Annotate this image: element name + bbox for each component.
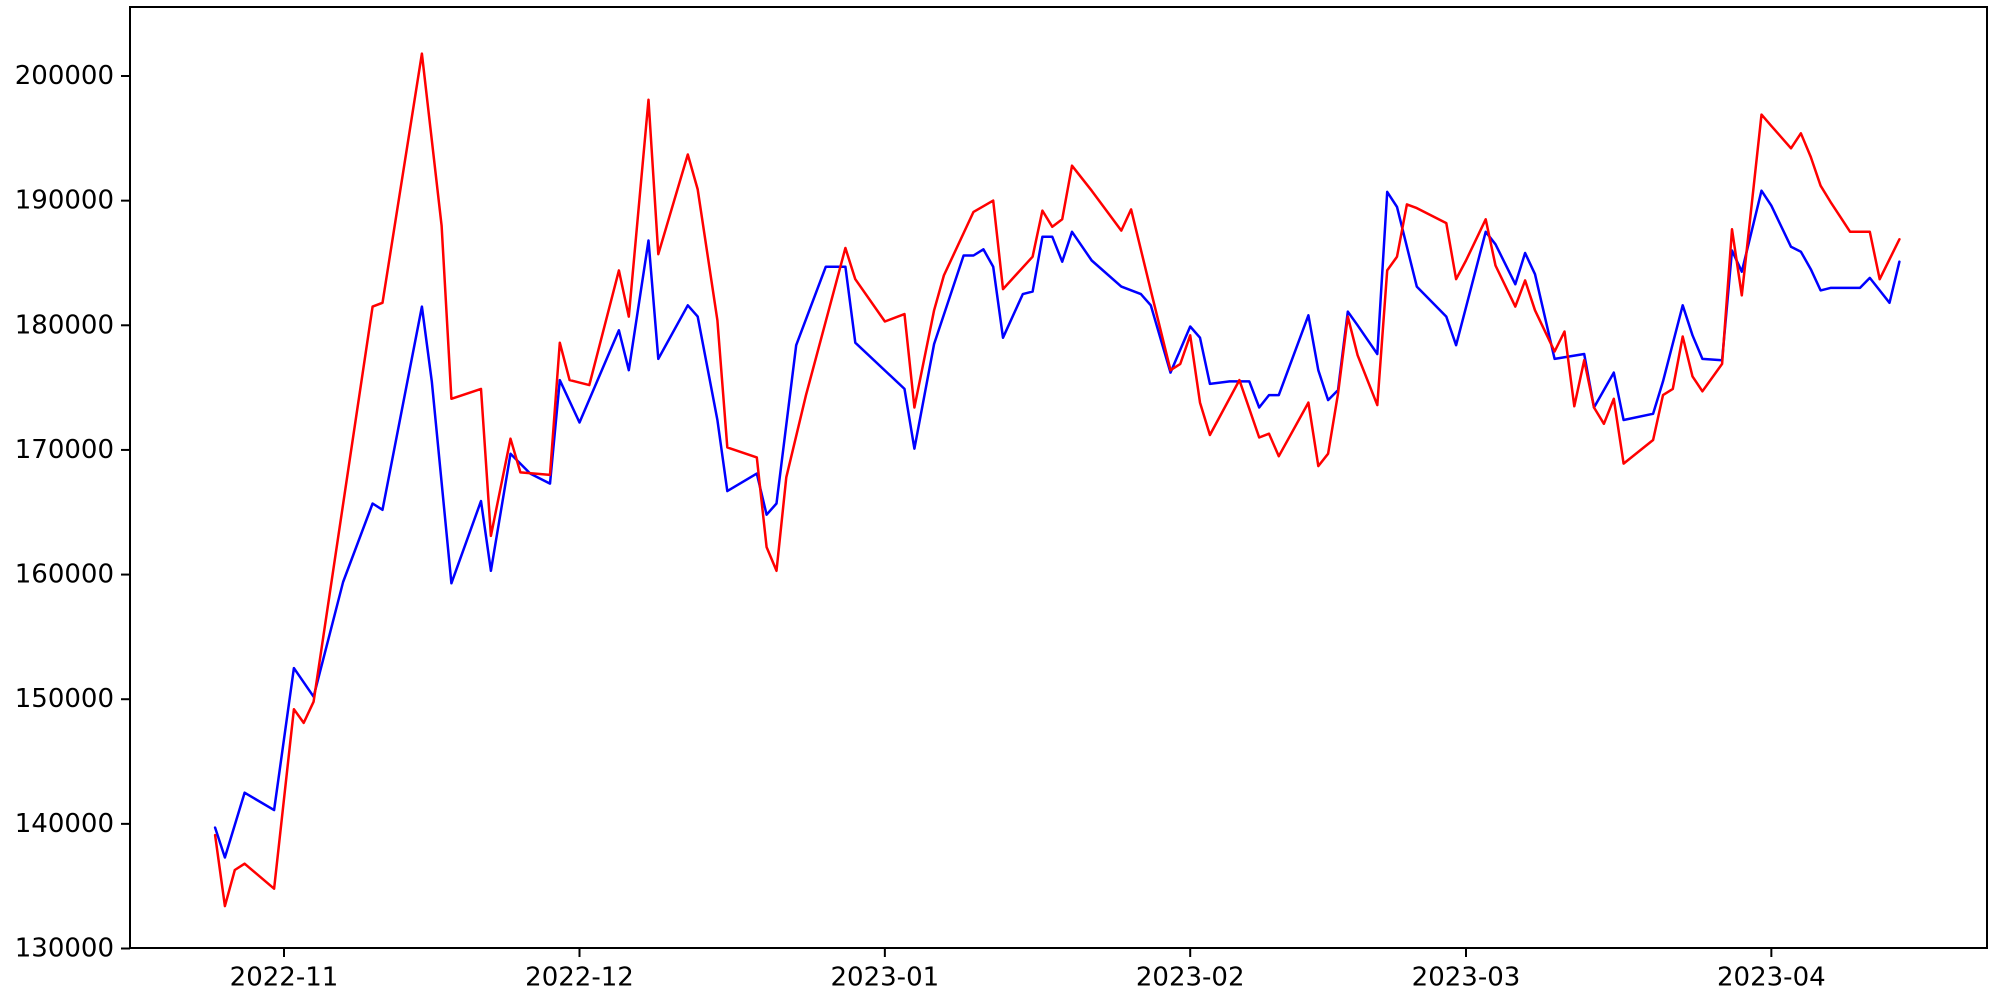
x-tick-label: 2023-01 [831,962,940,992]
y-tick-label: 170000 [15,435,114,465]
y-tick-label: 190000 [15,186,114,216]
x-tick-label: 2023-02 [1136,962,1245,992]
x-tick-label: 2023-03 [1412,962,1521,992]
y-tick-label: 140000 [15,809,114,839]
series-red-line [213,52,1901,908]
y-tick-label: 200000 [15,61,114,91]
plot-border [129,6,1988,949]
x-tick-label: 2023-04 [1717,962,1826,992]
x-tick-label: 2022-11 [230,962,339,992]
y-tick-label: 130000 [15,934,114,964]
series-blue-line [213,189,1901,859]
y-tick-label: 180000 [15,310,114,340]
y-tick-label: 160000 [15,560,114,590]
x-tick-label: 2022-12 [525,962,634,992]
y-tick-label: 150000 [15,684,114,714]
